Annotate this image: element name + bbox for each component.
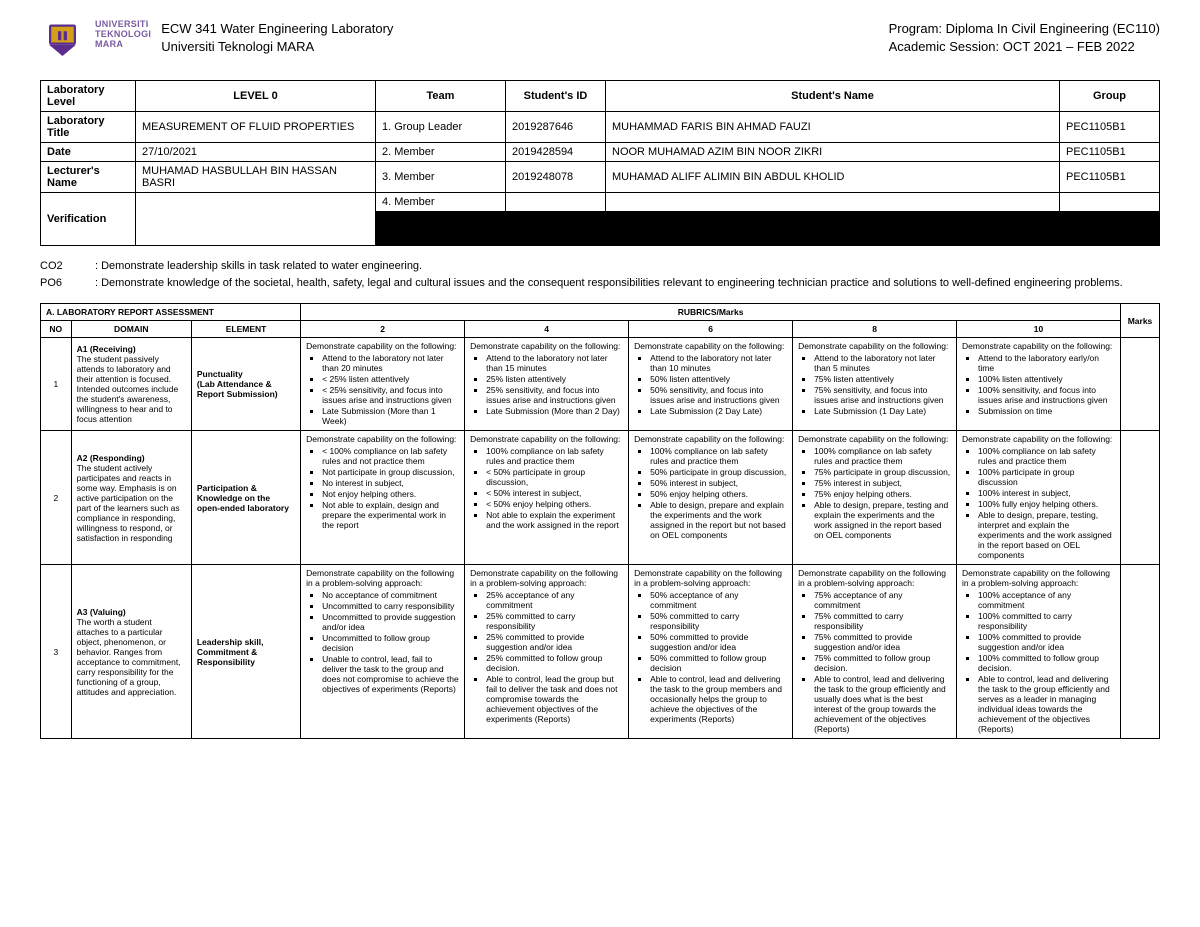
lab-title-value: MEASUREMENT OF FLUID PROPERTIES [136, 112, 376, 143]
rubric-no: 1 [41, 338, 72, 431]
rubric-cell: Demonstrate capability on the following … [301, 565, 465, 739]
rubric-cell: Demonstrate capability on the following … [793, 565, 957, 739]
element-header: ELEMENT [191, 321, 300, 338]
rubrics-header: RUBRICS/Marks [301, 304, 1121, 321]
role-3: 3. Member [376, 162, 506, 193]
verification-label: Verification [41, 193, 136, 246]
rubric-row: 1A1 (Receiving)The student passively att… [41, 338, 1160, 431]
rubric-row: 3A3 (Valuing)The worth a student attache… [41, 565, 1160, 739]
course-outcomes: CO2: Demonstrate leadership skills in ta… [40, 258, 1160, 291]
verification-value [136, 193, 376, 246]
marks-header: Marks [1121, 304, 1160, 338]
domain-header: DOMAIN [71, 321, 191, 338]
rubric-cell: Demonstrate capability on the following:… [957, 431, 1121, 565]
role-4: 4. Member [376, 193, 506, 212]
rubric-cell: Demonstrate capability on the following:… [793, 431, 957, 565]
score-8: 8 [793, 321, 957, 338]
student-2-name: NOOR MUHAMAD AZIM BIN NOOR ZIKRI [606, 143, 1060, 162]
rubric-mark [1121, 338, 1160, 431]
rubric-element: Participation & Knowledge on the open-en… [191, 431, 300, 565]
blackout-region [376, 212, 1160, 246]
rubric-domain: A2 (Responding)The student actively part… [71, 431, 191, 565]
rubric-cell: Demonstrate capability on the following … [465, 565, 629, 739]
rubric-cell: Demonstrate capability on the following:… [793, 338, 957, 431]
info-table: Laboratory Level LEVEL 0 Team Student's … [40, 80, 1160, 246]
lab-level-label: Laboratory Level [41, 81, 136, 112]
rubric-domain: A1 (Receiving)The student passively atte… [71, 338, 191, 431]
score-6: 6 [629, 321, 793, 338]
lecturer-label: Lecturer's Name [41, 162, 136, 193]
student-1-id: 2019287646 [506, 112, 606, 143]
lecturer-value: MUHAMAD HASBULLAH BIN HASSAN BASRI [136, 162, 376, 193]
role-2: 2. Member [376, 143, 506, 162]
date-value: 27/10/2021 [136, 143, 376, 162]
rubric-no: 3 [41, 565, 72, 739]
rubric-mark [1121, 565, 1160, 739]
rubric-cell: Demonstrate capability on the following … [957, 565, 1121, 739]
score-2: 2 [301, 321, 465, 338]
lab-title-label: Laboratory Title [41, 112, 136, 143]
program-info: Program: Diploma In Civil Engineering (E… [889, 20, 1160, 56]
rubric-domain: A3 (Valuing)The worth a student attaches… [71, 565, 191, 739]
rubric-cell: Demonstrate capability on the following:… [629, 431, 793, 565]
student-3-name: MUHAMAD ALIFF ALIMIN BIN ABDUL KHOLID [606, 162, 1060, 193]
page-header: Universiti Teknologi MARA ECW 341 Water … [40, 20, 1160, 65]
rubric-cell: Demonstrate capability on the following:… [301, 431, 465, 565]
student-name-header: Student's Name [606, 81, 1060, 112]
rubric-cell: Demonstrate capability on the following:… [465, 431, 629, 565]
student-2-group: PEC1105B1 [1060, 143, 1160, 162]
institution-name: Universiti Teknologi MARA [95, 20, 151, 50]
rubric-element: Leadership skill, Commitment & Responsib… [191, 565, 300, 739]
rubric-table: A. LABORATORY REPORT ASSESSMENT RUBRICS/… [40, 303, 1160, 739]
group-header: Group [1060, 81, 1160, 112]
student-3-id: 2019248078 [506, 162, 606, 193]
student-4-group [1060, 193, 1160, 212]
lab-level-value: LEVEL 0 [136, 81, 376, 112]
course-info: ECW 341 Water Engineering Laboratory Uni… [161, 20, 393, 56]
rubric-cell: Demonstrate capability on the following:… [465, 338, 629, 431]
rubric-mark [1121, 431, 1160, 565]
team-header: Team [376, 81, 506, 112]
student-1-group: PEC1105B1 [1060, 112, 1160, 143]
date-label: Date [41, 143, 136, 162]
rubric-element: Punctuality(Lab Attendance & Report Subm… [191, 338, 300, 431]
rubric-row: 2A2 (Responding)The student actively par… [41, 431, 1160, 565]
no-header: NO [41, 321, 72, 338]
rubric-cell: Demonstrate capability on the following:… [629, 338, 793, 431]
section-header: A. LABORATORY REPORT ASSESSMENT [41, 304, 301, 321]
score-4: 4 [465, 321, 629, 338]
score-10: 10 [957, 321, 1121, 338]
student-2-id: 2019428594 [506, 143, 606, 162]
rubric-cell: Demonstrate capability on the following:… [301, 338, 465, 431]
rubric-cell: Demonstrate capability on the following:… [957, 338, 1121, 431]
student-3-group: PEC1105B1 [1060, 162, 1160, 193]
student-4-id [506, 193, 606, 212]
role-1: 1. Group Leader [376, 112, 506, 143]
rubric-cell: Demonstrate capability on the following … [629, 565, 793, 739]
uitm-logo [40, 20, 85, 65]
student-4-name [606, 193, 1060, 212]
rubric-no: 2 [41, 431, 72, 565]
student-id-header: Student's ID [506, 81, 606, 112]
student-1-name: MUHAMMAD FARIS BIN AHMAD FAUZI [606, 112, 1060, 143]
